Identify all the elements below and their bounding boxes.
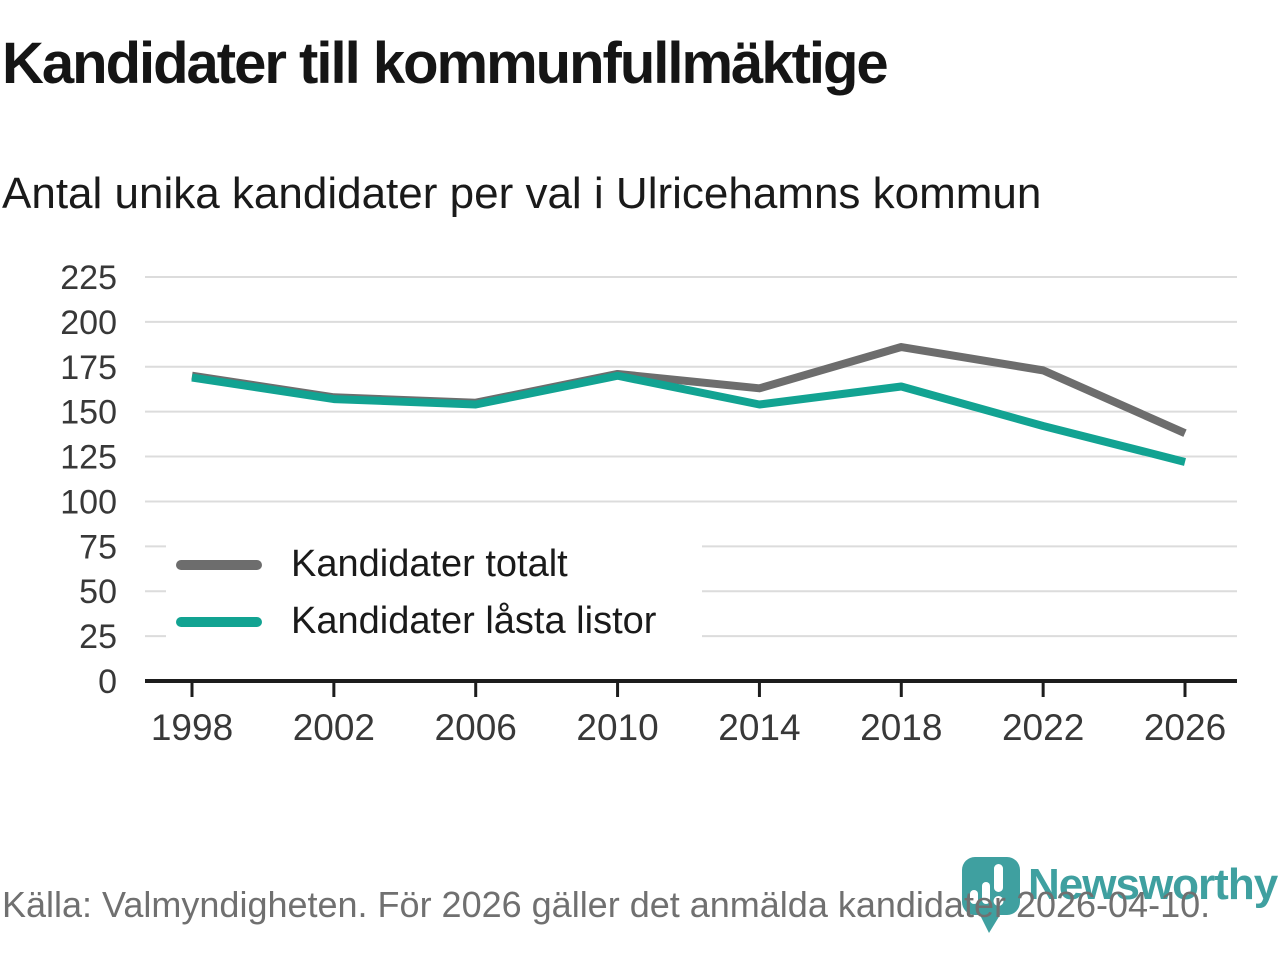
legend-item-kandidater-totalt: Kandidater totalt: [166, 536, 702, 593]
line-chart-plot: 0 25 50 75 100 125 150 175 200 225 1998 2002 2006 201…: [60, 259, 1237, 748]
legend-swatch-kandidater-totalt: [176, 559, 262, 570]
newsworthy-pin-icon: [962, 857, 1020, 933]
x-axis-label: 2026: [1144, 707, 1226, 748]
y-axis-label: 50: [79, 573, 117, 611]
y-axis-label: 200: [60, 304, 117, 342]
legend-label: Kandidater totalt: [291, 543, 568, 585]
x-axis-label: 2002: [293, 707, 375, 748]
y-axis-label: 25: [79, 618, 117, 656]
y-axis-label: 150: [60, 394, 117, 432]
series-line-kandidater-l-sta-listor: [191, 371, 1186, 466]
y-axis-label: 100: [60, 483, 117, 521]
y-axis-label: 225: [60, 259, 117, 297]
y-axis-label: 175: [60, 349, 117, 387]
chart-subtitle: Antal unika kandidater per val i Ulriceh…: [2, 169, 1042, 218]
y-axis-label: 0: [98, 663, 117, 701]
source-note: Källa: Valmyndigheten. För 2026 gäller d…: [2, 884, 1211, 925]
x-axis-label: 2022: [1002, 707, 1084, 748]
x-axis-label: 2006: [435, 707, 517, 748]
newsworthy-wordmark: Newsworthy: [1028, 860, 1278, 909]
x-axis-label: 2014: [718, 707, 800, 748]
y-axis-label: 125: [60, 439, 117, 477]
x-axis-label: 1998: [151, 707, 233, 748]
x-axis-label: 2010: [576, 707, 658, 748]
x-axis-label: 2018: [860, 707, 942, 748]
y-axis-label: 75: [79, 528, 117, 566]
legend-swatch-kandidater-lasta-listor: [176, 616, 262, 627]
legend-label: Kandidater låsta listor: [291, 600, 657, 642]
chart-legend: Kandidater totalt Kandidater låsta listo…: [166, 530, 702, 656]
chart-title: Kandidater till kommunfullmäktige: [2, 31, 889, 96]
legend-item-kandidater-lasta-listor: Kandidater låsta listor: [166, 593, 702, 650]
